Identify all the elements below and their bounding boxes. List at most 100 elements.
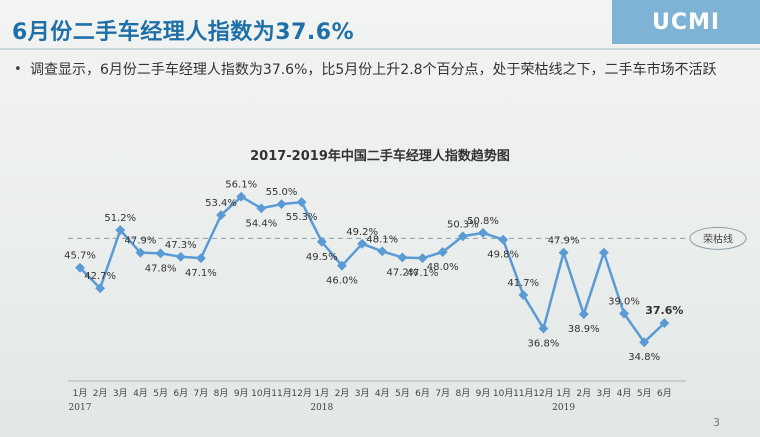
x-tick-label: 6月	[657, 388, 672, 399]
data-point	[639, 337, 650, 348]
x-tick-label: 4月	[617, 388, 632, 399]
data-label: 42.7%	[84, 271, 116, 282]
data-label: 47.9%	[125, 236, 157, 247]
data-point	[659, 318, 670, 329]
x-tick-label: 6月	[173, 388, 188, 399]
data-point	[538, 323, 549, 334]
data-point	[216, 210, 226, 221]
x-tick-label: 12月	[533, 388, 553, 399]
slide-title: 6月份二手车经理人指数为37.6%	[12, 20, 355, 45]
data-point	[296, 197, 307, 208]
data-point	[478, 227, 488, 238]
x-tick-label: 8月	[455, 388, 470, 399]
x-tick-label: 2月	[335, 388, 350, 399]
data-point	[155, 248, 166, 259]
page-number: 3	[713, 416, 720, 429]
data-label: 34.8%	[628, 352, 660, 363]
data-point	[316, 236, 327, 247]
data-point	[195, 253, 206, 264]
data-point	[578, 309, 589, 320]
data-label: 37.6%	[645, 304, 683, 317]
x-tick-label: 10月	[493, 388, 513, 399]
year-label: 2017	[69, 403, 92, 413]
data-label: 54.4%	[245, 218, 277, 229]
data-label: 38.9%	[568, 324, 600, 335]
data-point	[115, 225, 126, 236]
data-label: 49.2%	[346, 227, 378, 238]
data-label: 47.3%	[165, 240, 197, 251]
data-label: 47.2%	[387, 267, 419, 278]
data-label: 39.0%	[608, 297, 640, 308]
bullet-marker: •	[14, 62, 22, 77]
data-point	[175, 251, 186, 262]
x-tick-label: 3月	[355, 388, 370, 399]
data-point	[598, 247, 609, 258]
x-tick-label: 7月	[194, 388, 209, 399]
data-label: 51.2%	[104, 213, 136, 224]
data-point	[276, 199, 287, 210]
data-label: 47.8%	[145, 263, 177, 274]
data-point	[417, 253, 428, 264]
reference-line-badge	[689, 226, 747, 250]
data-label: 47.9%	[548, 236, 580, 247]
data-point	[558, 247, 569, 258]
x-tick-label: 2月	[576, 388, 591, 399]
x-tick-label: 5月	[153, 388, 168, 399]
x-tick-label: 4月	[133, 388, 148, 399]
data-label: 55.0%	[266, 187, 298, 198]
data-point	[397, 252, 408, 263]
data-label: 46.0%	[326, 276, 358, 287]
summary-bullet: 调查显示，6月份二手车经理人指数为37.6%，比5月份上升2.8个百分点，处于荣…	[30, 62, 717, 78]
data-point	[619, 308, 629, 319]
x-tick-label: 12月	[291, 388, 311, 399]
x-tick-label: 10月	[251, 388, 271, 399]
title-divider	[0, 48, 760, 50]
x-tick-label: 8月	[214, 388, 229, 399]
x-tick-label: 3月	[113, 388, 128, 399]
chart-title: 2017-2019年中国二手车经理人指数趋势图	[250, 149, 510, 164]
data-point	[135, 247, 146, 258]
data-point	[357, 238, 368, 249]
data-label: 49.5%	[306, 252, 338, 263]
x-tick-label: 7月	[435, 388, 450, 399]
x-tick-label: 1月	[314, 388, 329, 399]
data-label: 50.8%	[467, 216, 499, 227]
x-tick-label: 1月	[556, 388, 571, 399]
data-label: 36.8%	[528, 339, 560, 350]
data-label: 47.1%	[185, 268, 217, 279]
x-tick-label: 4月	[375, 388, 390, 399]
reference-line-label: 荣枯线	[703, 232, 733, 245]
year-label: 2018	[310, 403, 333, 413]
brand-logo: UCMI	[612, 0, 760, 44]
x-tick-label: 1月	[73, 388, 88, 399]
x-tick-label: 3月	[597, 388, 612, 399]
x-tick-label: 5月	[637, 388, 652, 399]
data-point	[337, 260, 347, 271]
x-tick-label: 9月	[234, 388, 249, 399]
data-label: 49.8%	[487, 250, 519, 261]
x-tick-label: 11月	[513, 388, 533, 399]
data-point	[457, 231, 468, 242]
data-label: 56.1%	[225, 180, 257, 191]
data-label: 41.7%	[507, 278, 539, 289]
data-point	[437, 247, 448, 257]
data-label: 53.4%	[205, 198, 237, 209]
data-point	[256, 203, 267, 214]
data-point	[377, 246, 388, 257]
x-tick-label: 2月	[93, 388, 108, 399]
data-label: 48.0%	[427, 262, 459, 273]
data-label: 48.1%	[366, 234, 398, 245]
data-label: 47.1%	[407, 268, 439, 279]
x-tick-label: 11月	[271, 388, 291, 399]
data-point	[518, 290, 529, 300]
data-label: 45.7%	[64, 251, 96, 262]
data-point	[236, 191, 247, 202]
year-label: 2019	[552, 403, 575, 413]
data-label: 55.3%	[286, 212, 318, 223]
data-label: 50.3%	[447, 219, 479, 230]
x-tick-label: 5月	[395, 388, 410, 399]
x-tick-label: 9月	[476, 388, 491, 399]
data-point	[498, 234, 509, 245]
